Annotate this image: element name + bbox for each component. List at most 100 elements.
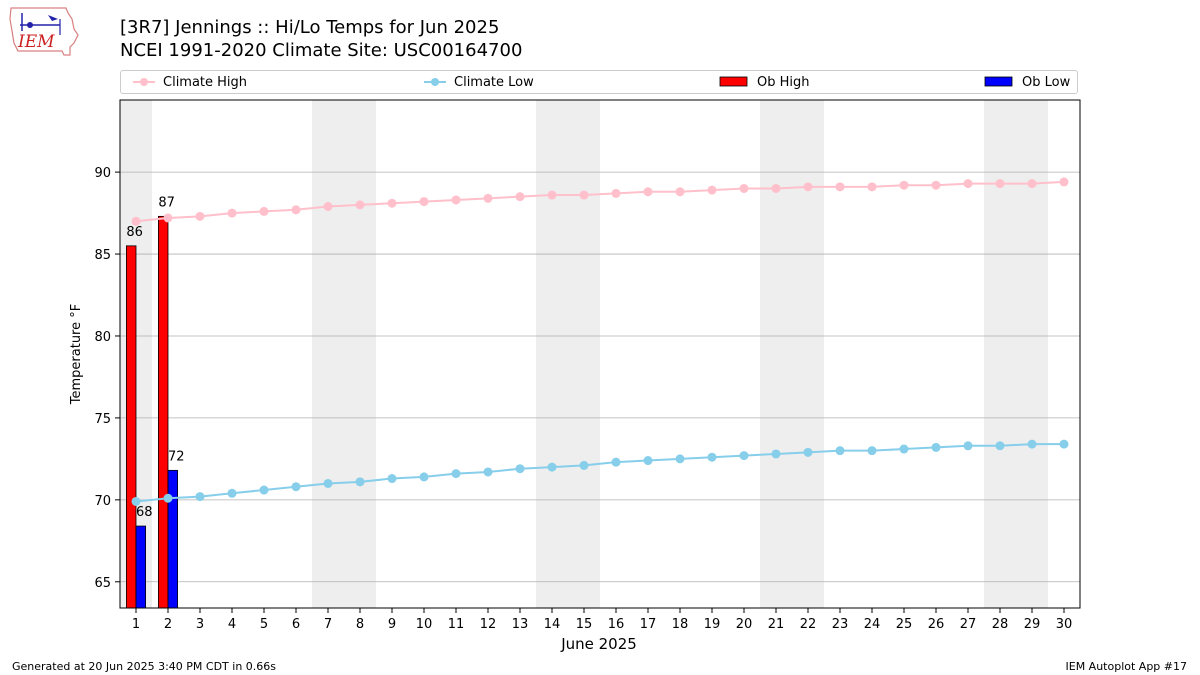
climate-low-point-13 [515, 464, 525, 474]
climate-high-point-6 [291, 205, 301, 215]
x-tick-label-16: 16 [608, 617, 625, 632]
climate-high-point-7 [323, 202, 333, 212]
gridlines [120, 171, 1080, 583]
x-tick-label-24: 24 [864, 617, 881, 632]
climate-high-point-14 [547, 190, 557, 200]
y-tick-label-85: 85 [94, 248, 111, 263]
climate-high-point-25 [899, 180, 909, 190]
climate-low-point-29 [1027, 439, 1037, 449]
weekend-band-22 [792, 100, 824, 608]
climate-low-point-16 [611, 457, 621, 467]
weekend-band-8 [344, 100, 376, 608]
climate-low-point-19 [707, 452, 717, 462]
climate-low-point-30 [1059, 439, 1069, 449]
ob-low-swatch [984, 76, 1013, 87]
climate-high-point-10 [419, 197, 429, 207]
climate-high-point-20 [739, 183, 749, 193]
x-tick-label-11: 11 [448, 617, 465, 632]
x-tick-label-23: 23 [832, 617, 849, 632]
x-tick-label-26: 26 [928, 617, 945, 632]
climate-high-point-18 [675, 187, 685, 197]
x-tick-label-15: 15 [576, 617, 593, 632]
climate-low-point-24 [867, 446, 877, 456]
climate-high-point-13 [515, 192, 525, 202]
y-axis-label: Temperature °F [69, 304, 84, 405]
climate-high-point-17 [643, 187, 653, 197]
chart-title: [3R7] Jennings :: Hi/Lo Temps for Jun 20… [120, 17, 500, 38]
x-tick-label-20: 20 [736, 617, 753, 632]
climate-high-point-11 [451, 195, 461, 205]
x-tick-label-28: 28 [992, 617, 1009, 632]
climate-low-point-20 [739, 451, 749, 461]
climate-high-line [135, 180, 1065, 223]
climate-high-point-22 [803, 182, 813, 192]
climate-high-point-3 [195, 211, 205, 221]
x-tick-label-22: 22 [800, 617, 817, 632]
climate-high-point-21 [771, 183, 781, 193]
x-tick-label-6: 6 [292, 617, 300, 632]
climate-low-point-14 [547, 462, 557, 472]
climate-low-point-17 [643, 456, 653, 466]
climate-high-point-29 [1027, 179, 1037, 189]
legend-item-ob-high: Ob High [719, 71, 810, 93]
data-labels: 86 87 68 72 [126, 195, 184, 520]
x-tick-label-10: 10 [416, 617, 433, 632]
svg-text:IEM: IEM [17, 32, 55, 52]
climate-low-point-11 [451, 469, 461, 479]
climate-low-point-2 [163, 493, 173, 503]
climate-high-point-5 [259, 206, 269, 216]
generated-timestamp: Generated at 20 Jun 2025 3:40 PM CDT in … [12, 660, 277, 673]
climate-low-point-9 [387, 474, 397, 484]
climate-high-point-2 [163, 213, 173, 223]
x-tick-label-19: 19 [704, 617, 721, 632]
chart-subtitle: NCEI 1991-2020 Climate Site: USC00164700 [120, 40, 523, 61]
climate-high-point-26 [931, 180, 941, 190]
weekend-band-15 [568, 100, 600, 608]
x-tick-label-9: 9 [388, 617, 396, 632]
weekend-shading [120, 100, 1048, 608]
climate-lines [131, 177, 1069, 506]
iem-logo: IEM [9, 7, 79, 56]
weekend-band-21 [760, 100, 792, 608]
climate-low-point-28 [995, 441, 1005, 451]
legend-item-climate-high: Climate High [133, 71, 247, 93]
climate-high-point-19 [707, 185, 717, 195]
ob-low-label-1: 68 [136, 505, 153, 520]
climate-low-point-27 [963, 441, 973, 451]
climate-high-point-24 [867, 182, 877, 192]
ob-high-label-1: 86 [126, 225, 143, 240]
y-tick-label-75: 75 [94, 412, 111, 427]
climate-high-point-23 [835, 182, 845, 192]
ob-high-bar-1 [126, 245, 137, 609]
x-tick-label-30: 30 [1056, 617, 1073, 632]
legend-label-climate-low: Climate Low [454, 74, 534, 90]
ob-low-label-2: 72 [168, 449, 185, 464]
climate-low-point-1 [131, 496, 141, 506]
climate-low-point-21 [771, 449, 781, 459]
weekend-band-28 [984, 100, 1016, 608]
x-tick-label-13: 13 [512, 617, 529, 632]
ob-low-bar-2 [167, 469, 179, 609]
x-tick-label-25: 25 [896, 617, 913, 632]
ob-low-bar-1 [135, 525, 147, 609]
climate-low-point-6 [291, 482, 301, 492]
x-tick-label-5: 5 [260, 617, 268, 632]
x-tick-label-8: 8 [356, 617, 364, 632]
y-tick-label-90: 90 [94, 166, 111, 181]
legend-item-climate-low: Climate Low [424, 71, 534, 93]
climate-low-point-25 [899, 444, 909, 454]
x-tick-label-29: 29 [1024, 617, 1041, 632]
climate-high-point-4 [227, 208, 237, 218]
climate-low-point-8 [355, 477, 365, 487]
climate-low-point-3 [195, 492, 205, 502]
climate-low-point-26 [931, 442, 941, 452]
x-tick-label-27: 27 [960, 617, 977, 632]
x-tick-label-3: 3 [196, 617, 204, 632]
x-tick-label-17: 17 [640, 617, 657, 632]
climate-low-line [135, 443, 1064, 503]
climate-low-point-7 [323, 478, 333, 488]
climate-low-point-22 [803, 447, 813, 457]
climate-high-point-8 [355, 200, 365, 210]
ob-high-label-2: 87 [158, 195, 175, 210]
